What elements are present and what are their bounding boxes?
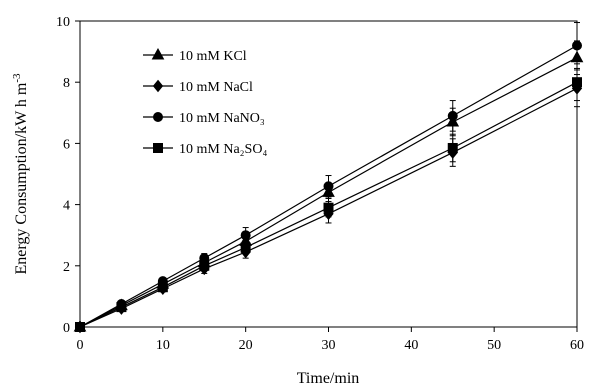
data-point [572,40,582,51]
data-point [157,282,168,293]
series-line [79,44,578,328]
data-point [323,202,334,213]
legend-entry: 10 mM Na₂SO₄ [143,142,267,157]
legend-marker [152,79,164,93]
y-tick-label: 4 [63,199,70,214]
data-point [75,322,85,332]
y-tick-label: 10 [56,15,70,30]
y-tick-label: 8 [63,76,70,91]
data-point [199,260,210,271]
legend: 10 mM KCl 10 mM NaCl 10 mM NaNO₃ 10 mM Na₂S… [143,47,267,157]
legend-label: 10 mM KCl [179,49,247,64]
legend-marker [151,47,165,60]
axes [79,20,578,328]
ticks: 0 10 20 30 40 50 60 0 2 4 6 8 10 [56,15,584,353]
series-line [79,87,578,328]
x-tick-label: 60 [570,338,584,353]
x-tick-label: 10 [156,338,170,353]
data-point [240,242,251,253]
data-point [447,110,458,121]
y-axis-title-main: Energy Consumption/kW h m [13,82,30,274]
x-axis-title: Time/min [297,370,360,387]
x-tick-label: 40 [404,338,418,353]
legend-label: 10 mM NaNO₃ [179,111,265,126]
data-point [116,302,127,313]
legend-marker [153,143,163,153]
data-point [240,230,251,241]
data-point [572,77,582,88]
series-circle [75,22,582,332]
x-tick-label: 50 [487,338,501,353]
legend-entry: 10 mM KCl [143,47,247,64]
data-point [447,142,458,153]
legend-label: 10 mM Na₂SO₄ [179,142,267,157]
series-line [79,81,578,328]
x-tick-label: 30 [322,338,336,353]
y-axis-title: Energy Consumption/kW h m-3 [11,73,30,275]
legend-marker [153,112,163,122]
legend-entry: 10 mM NaCl [143,79,253,95]
legend-entry: 10 mM NaNO₃ [143,111,265,126]
y-tick-label: 6 [63,137,70,152]
data-point [323,181,334,192]
legend-label: 10 mM NaCl [179,80,253,95]
series-line [79,57,578,328]
plot-frame [79,20,578,328]
series-layer [73,22,584,334]
x-tick-label: 20 [239,338,253,353]
y-axis-title-superscript: -3 [11,73,23,83]
x-tick-label: 0 [77,338,84,353]
y-tick-label: 0 [63,321,70,336]
y-tick-label: 2 [63,260,70,275]
series-square [75,63,582,332]
